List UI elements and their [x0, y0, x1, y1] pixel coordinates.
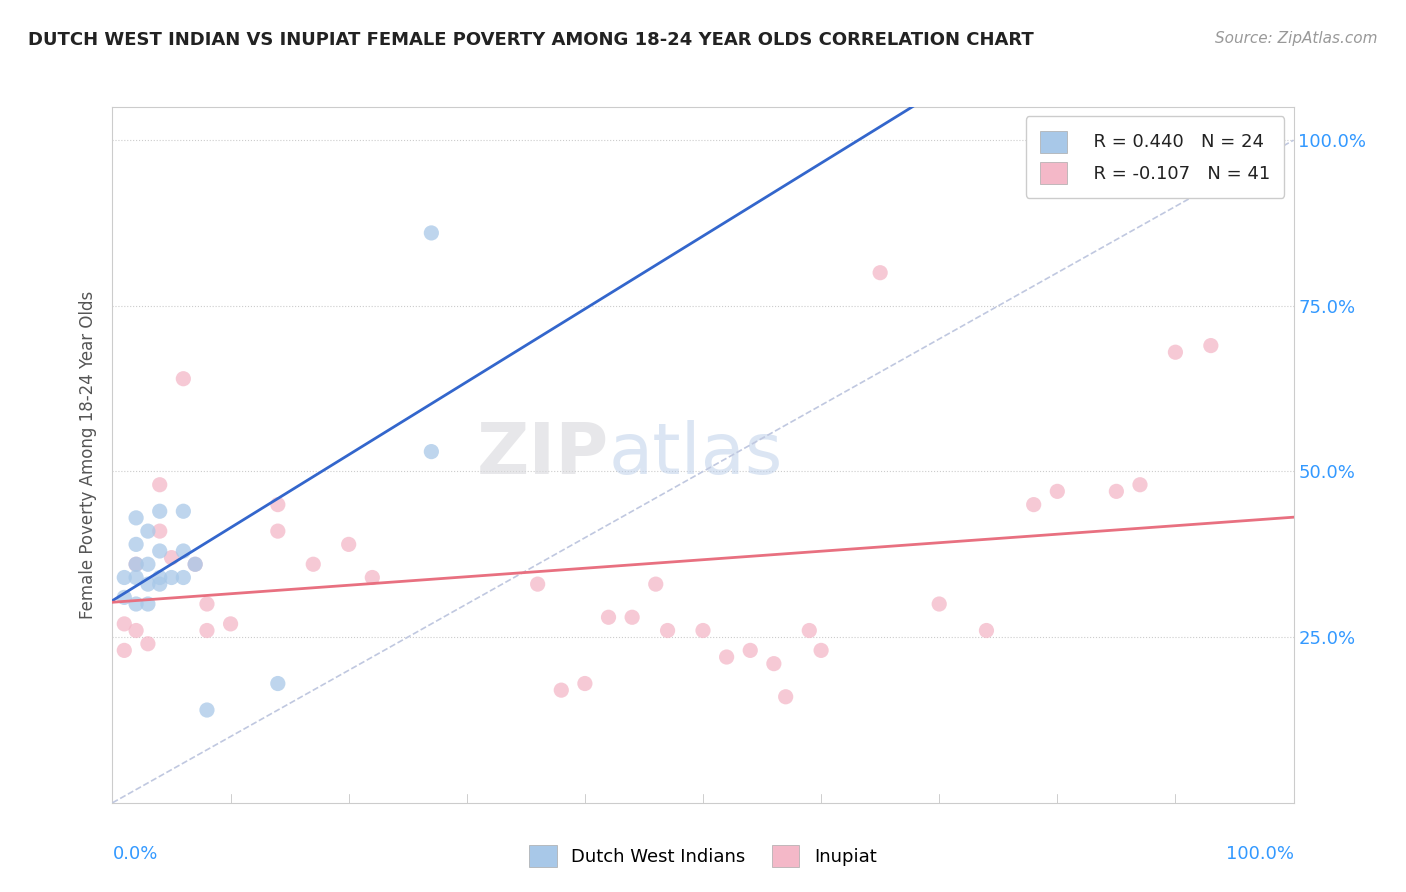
- Point: [112, 570, 135, 584]
- Point: [928, 597, 950, 611]
- Point: [740, 643, 762, 657]
- Point: [267, 524, 290, 538]
- Y-axis label: Female Poverty Among 18-24 Year Olds: Female Poverty Among 18-24 Year Olds: [79, 291, 97, 619]
- Point: [644, 577, 666, 591]
- Point: [136, 558, 159, 572]
- Point: [420, 226, 443, 240]
- Point: [125, 570, 148, 584]
- Point: [136, 597, 159, 611]
- Point: [420, 444, 443, 458]
- Point: [125, 537, 148, 551]
- Point: [149, 577, 172, 591]
- Text: 0.0%: 0.0%: [112, 845, 157, 863]
- Point: [125, 558, 148, 572]
- Point: [112, 643, 135, 657]
- Point: [1046, 484, 1069, 499]
- Point: [136, 577, 159, 591]
- Point: [112, 616, 135, 631]
- Text: ZIP: ZIP: [477, 420, 609, 490]
- Point: [125, 624, 148, 638]
- Point: [184, 558, 207, 572]
- Point: [621, 610, 644, 624]
- Point: [302, 558, 325, 572]
- Point: [195, 624, 218, 638]
- Point: [692, 624, 714, 638]
- Point: [125, 597, 148, 611]
- Point: [112, 591, 135, 605]
- Point: [810, 643, 832, 657]
- Text: DUTCH WEST INDIAN VS INUPIAT FEMALE POVERTY AMONG 18-24 YEAR OLDS CORRELATION CH: DUTCH WEST INDIAN VS INUPIAT FEMALE POVE…: [28, 31, 1033, 49]
- Point: [219, 616, 242, 631]
- Point: [149, 504, 172, 518]
- Point: [1199, 338, 1222, 352]
- Point: [160, 570, 183, 584]
- Text: 100.0%: 100.0%: [1226, 845, 1294, 863]
- Point: [172, 504, 194, 518]
- Point: [550, 683, 572, 698]
- Point: [125, 558, 148, 572]
- Point: [361, 570, 384, 584]
- Point: [574, 676, 596, 690]
- Point: [1022, 498, 1045, 512]
- Legend: Dutch West Indians, Inupiat: Dutch West Indians, Inupiat: [522, 838, 884, 874]
- Point: [160, 550, 183, 565]
- Point: [125, 511, 148, 525]
- Point: [1129, 477, 1152, 491]
- Point: [775, 690, 797, 704]
- Point: [136, 524, 159, 538]
- Point: [149, 570, 172, 584]
- Point: [149, 477, 172, 491]
- Point: [716, 650, 738, 665]
- Point: [1164, 345, 1187, 359]
- Point: [172, 570, 194, 584]
- Point: [598, 610, 620, 624]
- Point: [172, 544, 194, 558]
- Point: [1105, 484, 1128, 499]
- Point: [337, 537, 360, 551]
- Legend:   R = 0.440   N = 24,   R = -0.107   N = 41: R = 0.440 N = 24, R = -0.107 N = 41: [1026, 116, 1285, 198]
- Point: [149, 524, 172, 538]
- Point: [267, 676, 290, 690]
- Point: [657, 624, 679, 638]
- Point: [526, 577, 548, 591]
- Point: [267, 498, 290, 512]
- Point: [195, 703, 218, 717]
- Text: Source: ZipAtlas.com: Source: ZipAtlas.com: [1215, 31, 1378, 46]
- Text: atlas: atlas: [609, 420, 783, 490]
- Point: [136, 637, 159, 651]
- Point: [799, 624, 821, 638]
- Point: [976, 624, 998, 638]
- Point: [195, 597, 218, 611]
- Point: [172, 372, 194, 386]
- Point: [762, 657, 785, 671]
- Point: [869, 266, 891, 280]
- Point: [149, 544, 172, 558]
- Point: [184, 558, 207, 572]
